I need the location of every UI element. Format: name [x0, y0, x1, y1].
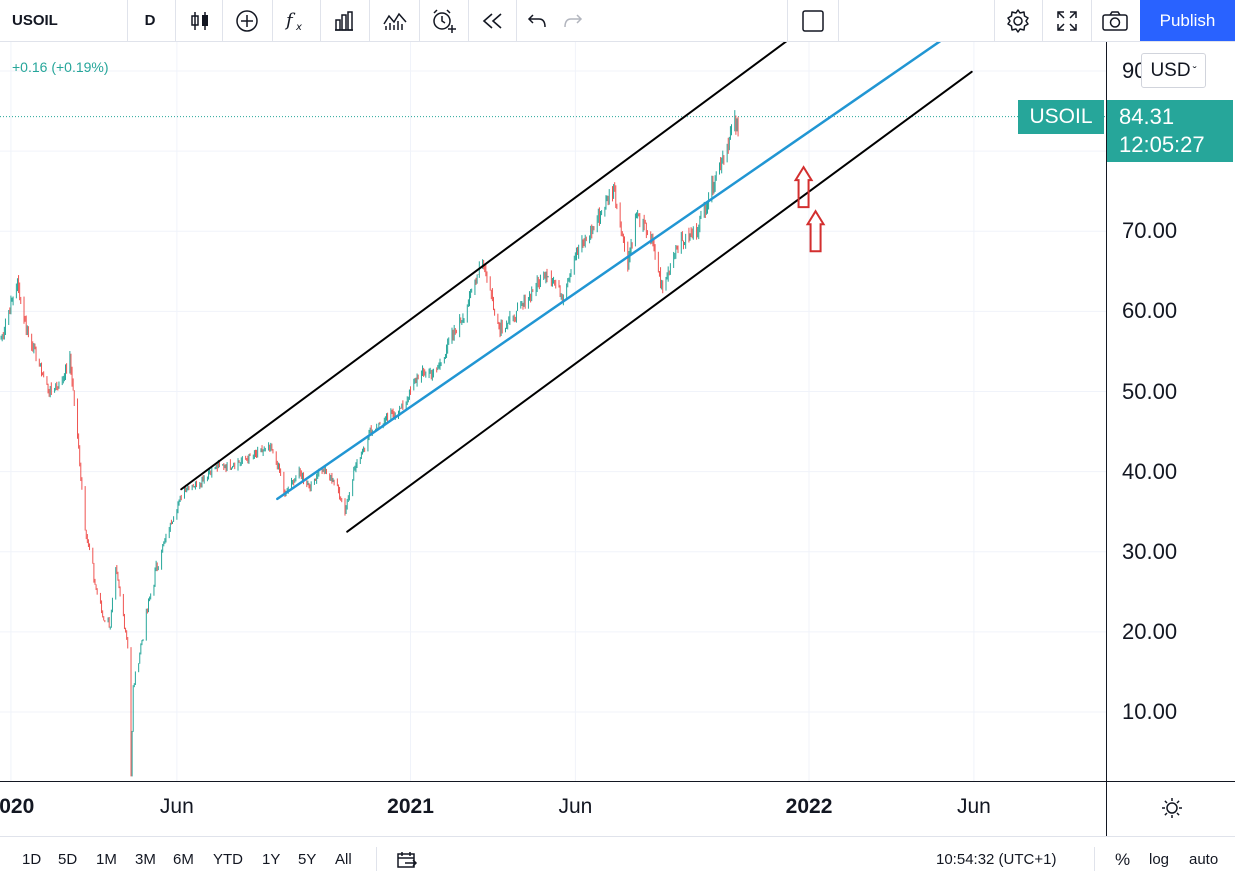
up-arrow-annotation [793, 165, 814, 209]
time-tick-label: Jun [558, 795, 593, 818]
redo-icon[interactable] [556, 0, 588, 41]
layout-square-icon[interactable] [794, 0, 832, 41]
toolbar-divider [1091, 0, 1092, 41]
candlestick-series [0, 110, 739, 777]
interval-button[interactable]: D [144, 12, 156, 29]
camera-icon[interactable] [1095, 0, 1135, 41]
range-1d-button[interactable]: 1D [22, 851, 42, 868]
log-scale-toggle[interactable]: log [1149, 851, 1170, 868]
channel-upper-line [180, 42, 788, 491]
toolbar-divider [516, 0, 517, 41]
time-tick-label: Jun [956, 795, 991, 818]
bar-countdown: 12:05:27 [1119, 132, 1205, 157]
toolbar-divider [994, 0, 995, 41]
price-chart[interactable] [0, 42, 1106, 781]
clock-timezone-label[interactable]: 10:54:32 (UTC+1) [936, 851, 1057, 868]
price-tick-label: 20.00 [1122, 618, 1178, 644]
price-tick-label: 30.00 [1122, 538, 1178, 564]
undo-icon[interactable] [522, 0, 554, 41]
templates-bars-icon[interactable] [324, 0, 364, 41]
range-5d-button[interactable]: 5D [58, 851, 78, 868]
publish-button[interactable]: Publish [1140, 0, 1235, 41]
symbol-search-button[interactable]: USOIL [12, 12, 58, 29]
time-tick-label: 2020 [0, 795, 35, 818]
replay-chart-icon[interactable] [373, 0, 417, 41]
bottom-divider [376, 847, 377, 871]
range-1m-button[interactable]: 1M [96, 851, 117, 868]
fullscreen-icon[interactable] [1046, 0, 1088, 41]
bottom-toolbar: 1D 5D 1M 3M 6M YTD 1Y 5Y All 10:54:32 (U… [0, 836, 1235, 882]
toolbar-divider [838, 0, 839, 41]
settings-gear-icon[interactable] [998, 0, 1038, 41]
range-all-button[interactable]: All [335, 851, 352, 868]
toolbar-divider [468, 0, 469, 41]
range-3m-button[interactable]: 3M [135, 851, 156, 868]
symbol-price-badge: USOIL [1018, 100, 1104, 134]
range-1y-button[interactable]: 1Y [262, 851, 281, 868]
toolbar-divider [175, 0, 176, 41]
currency-selector[interactable]: USD ˇ [1141, 53, 1206, 88]
last-price-badge: 84.31 12:05:27 [1107, 100, 1233, 162]
bottom-divider [1094, 847, 1095, 871]
date-range-icon[interactable] [396, 837, 418, 882]
toolbar-divider [272, 0, 273, 41]
price-tick-label: 70.00 [1122, 218, 1178, 244]
price-tick-label: 50.00 [1122, 378, 1178, 404]
svg-text:f: f [284, 10, 296, 31]
toolbar-divider [369, 0, 370, 41]
toolbar-divider [320, 0, 321, 41]
chevron-down-icon: ˇ [1192, 63, 1197, 78]
percent-scale-toggle[interactable]: % [1115, 849, 1131, 869]
alert-clock-icon[interactable] [423, 0, 465, 41]
currency-label: USD [1150, 59, 1191, 81]
price-tick-label: 40.00 [1122, 458, 1178, 484]
rewind-icon[interactable] [472, 0, 512, 41]
toolbar-divider [419, 0, 420, 41]
range-ytd-button[interactable]: YTD [213, 851, 243, 868]
chart-pane[interactable] [0, 42, 1106, 781]
toolbar-divider [787, 0, 788, 41]
channel-middle-line [276, 42, 942, 501]
price-tick-label: 60.00 [1122, 298, 1178, 324]
up-arrow-annotation [805, 209, 826, 253]
toolbar-divider [127, 0, 128, 41]
toolbar-divider [1042, 0, 1043, 41]
price-axis[interactable] [1106, 42, 1235, 781]
toolbar-divider [222, 0, 223, 41]
annotation-arrows [793, 165, 826, 253]
range-5y-button[interactable]: 5Y [298, 851, 317, 868]
time-tick-label: 2022 [785, 795, 833, 818]
last-price-value: 84.31 [1119, 104, 1175, 129]
axis-corner-divider [1106, 781, 1107, 836]
channel-lower-line [346, 70, 973, 533]
trend-channel [180, 42, 973, 533]
time-tick-label: 2021 [387, 795, 434, 818]
price-tick-label: 10.00 [1122, 699, 1178, 724]
range-6m-button[interactable]: 6M [173, 851, 194, 868]
svg-text:x: x [295, 22, 302, 33]
time-tick-label: Jun [159, 795, 194, 818]
price-change-label: +0.16 (+0.19%) [12, 59, 109, 75]
compare-plus-icon[interactable] [226, 0, 268, 41]
auto-scale-toggle[interactable]: auto [1189, 851, 1219, 868]
candles-icon[interactable] [180, 0, 220, 41]
time-axis[interactable] [0, 781, 1235, 837]
theme-sun-icon[interactable] [1160, 796, 1184, 825]
chart-grid [0, 42, 1106, 781]
